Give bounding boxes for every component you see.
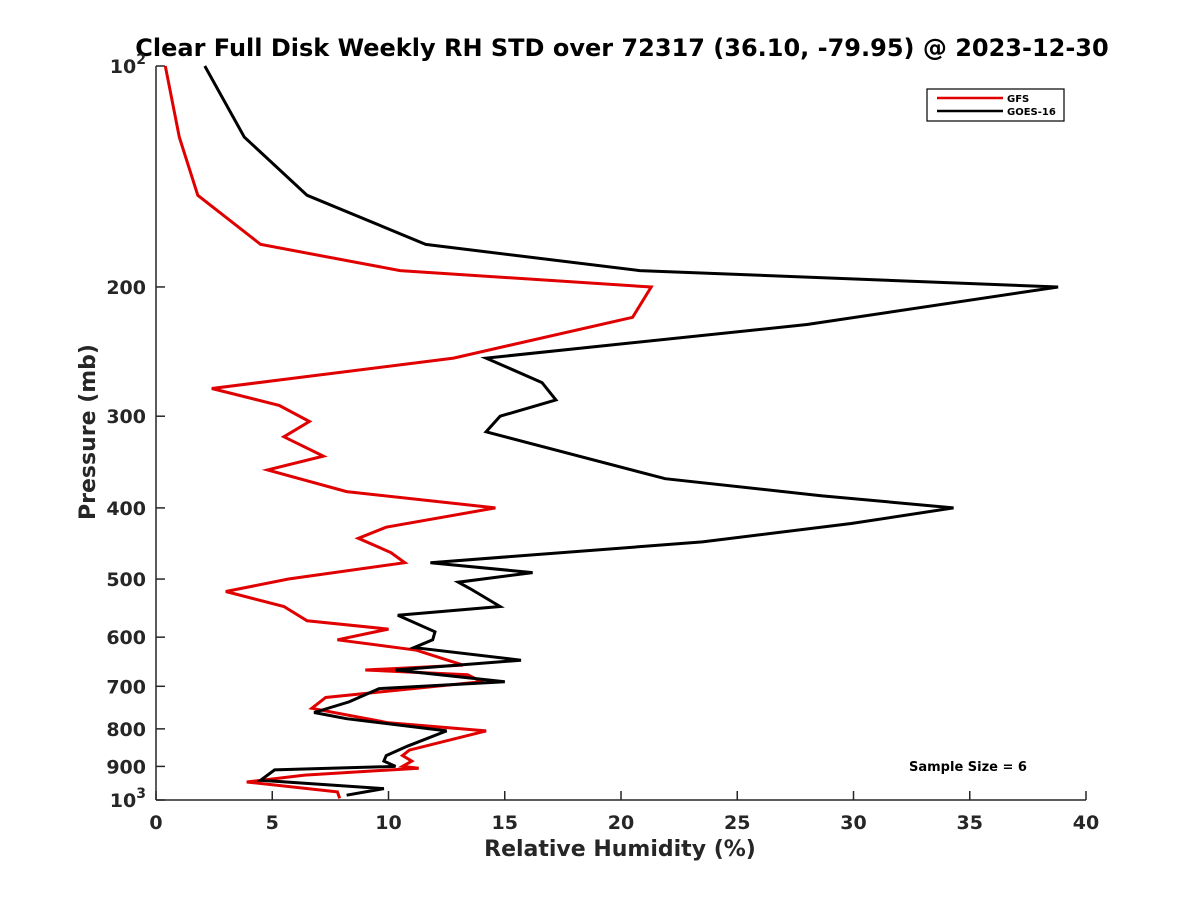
legend-label-gfs: GFS (1007, 94, 1029, 105)
x-tick-label: 40 (1073, 812, 1099, 834)
x-tick-label: 0 (149, 812, 162, 834)
y-tick-label: 102 (110, 52, 146, 78)
x-tick-label: 5 (266, 812, 279, 834)
y-tick-label: 500 (106, 569, 146, 591)
y-tick-label: 103 (110, 786, 146, 812)
y-axis-label: Pressure (mb) (76, 344, 101, 520)
y-tick-label: 600 (106, 627, 146, 649)
x-tick-label: 20 (608, 812, 634, 834)
y-tick-label: 700 (106, 676, 146, 698)
sample-size-annotation: Sample Size = 6 (909, 760, 1027, 775)
x-axis-label: Relative Humidity (%) (484, 837, 756, 862)
x-tick-label: 15 (492, 812, 518, 834)
y-tick-label: 800 (106, 719, 146, 741)
x-tick-label: 30 (840, 812, 866, 834)
x-tick-label: 35 (957, 812, 983, 834)
series-line-gfs (163, 65, 654, 799)
chart-title: Clear Full Disk Weekly RH STD over 72317… (135, 34, 1108, 62)
legend-label-goes-16: GOES-16 (1007, 107, 1056, 118)
x-tick-label: 25 (724, 812, 750, 834)
series-line-goes-16 (203, 65, 1059, 797)
y-tick-label: 300 (106, 406, 146, 428)
x-tick-label: 10 (375, 812, 401, 834)
y-tick-label: 900 (106, 756, 146, 778)
legend-box (926, 88, 1065, 122)
y-tick-label: 400 (106, 498, 146, 520)
y-tick-label: 200 (106, 277, 146, 299)
